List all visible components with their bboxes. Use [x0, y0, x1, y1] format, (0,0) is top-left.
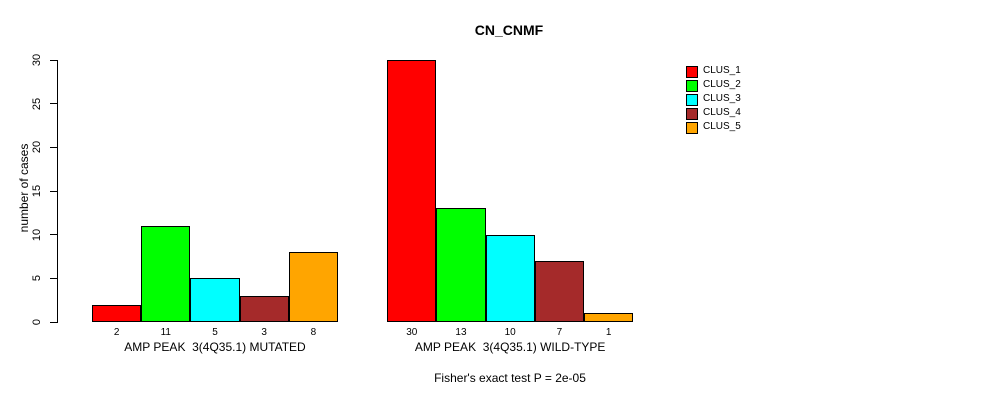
- y-tick-mark: [50, 234, 58, 236]
- y-axis-line: [57, 60, 58, 323]
- legend-swatch-clus_4: [686, 108, 698, 120]
- legend-swatch-clus_2: [686, 80, 698, 92]
- y-tick-mark: [50, 321, 58, 323]
- bar-value-label: 3: [261, 327, 267, 338]
- bar-value-label: 1: [605, 327, 612, 338]
- bar-value-label: 13: [455, 327, 467, 338]
- bar-value-label: 2: [113, 327, 120, 338]
- bar-clus_3: [190, 278, 240, 322]
- legend-swatch-clus_1: [686, 66, 698, 78]
- bar-clus_4: [534, 260, 584, 322]
- y-tick-label: 30: [31, 53, 43, 67]
- y-tick-label: 0: [31, 318, 43, 326]
- legend-swatch-clus_3: [686, 94, 698, 106]
- y-tick-label: 10: [31, 228, 43, 241]
- y-tick-mark: [50, 146, 58, 148]
- y-tick-mark: [50, 277, 58, 279]
- y-tick-mark: [50, 59, 58, 61]
- y-tick-label: 5: [31, 275, 43, 282]
- legend-label-clus_1: CLUS_1: [703, 65, 741, 76]
- bar-clus_2: [141, 225, 191, 322]
- y-tick-label: 20: [31, 141, 43, 154]
- group-label-wild-type: AMP PEAK 3(4Q35.1) WILD-TYPE: [414, 340, 606, 354]
- bar-clus_3: [485, 234, 535, 322]
- legend-label-clus_5: CLUS_5: [703, 121, 741, 132]
- bar-clus_5: [288, 252, 338, 322]
- bar-value-label: 11: [160, 327, 171, 338]
- y-axis-title: number of cases: [17, 143, 31, 233]
- bar-value-label: 7: [556, 327, 563, 338]
- bar-clus_4: [239, 295, 289, 322]
- y-tick-label: 15: [31, 184, 43, 198]
- bar-clus_1: [92, 304, 142, 322]
- bar-value-label: 8: [310, 327, 317, 338]
- legend-label-clus_3: CLUS_3: [703, 93, 741, 104]
- bar-value-label: 10: [504, 327, 516, 338]
- legend-label-clus_2: CLUS_2: [703, 79, 741, 90]
- y-tick-mark: [50, 103, 58, 105]
- bar-value-label: 30: [406, 327, 418, 338]
- group-label-mutated: AMP PEAK 3(4Q35.1) MUTATED: [124, 340, 306, 354]
- bar-clus_1: [387, 60, 437, 322]
- fisher-test-annotation: Fisher's exact test P = 2e-05: [434, 371, 586, 385]
- bar-clus_5: [584, 313, 634, 322]
- bar-clus_2: [436, 208, 486, 322]
- legend-swatch-clus_5: [686, 122, 698, 134]
- bar-value-label: 5: [212, 327, 218, 338]
- y-tick-label: 25: [31, 97, 43, 110]
- y-tick-mark: [50, 190, 58, 192]
- chart-title: CN_CNMF: [474, 22, 544, 38]
- legend-label-clus_4: CLUS_4: [703, 107, 741, 118]
